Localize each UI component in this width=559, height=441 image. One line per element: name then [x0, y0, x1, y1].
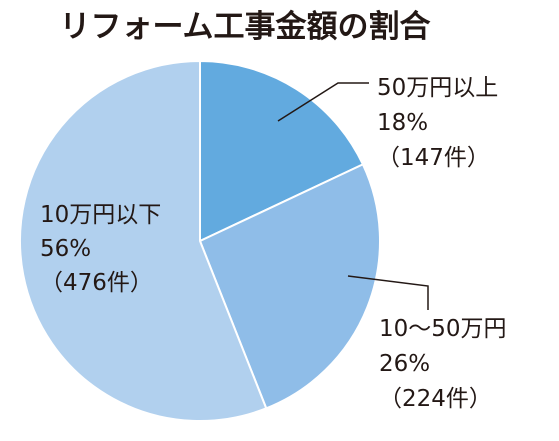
slice-percent-label: 18% [377, 110, 428, 136]
pie-slice-1 [199, 60, 364, 242]
slice-count-label: （224件） [379, 386, 492, 412]
leader-line-1 [277, 82, 369, 122]
slice-percent-label: 26% [379, 351, 430, 377]
pie-slice-2 [199, 163, 381, 410]
leader-lines [277, 82, 429, 310]
slice-labels: 50万円以上 18% （147件） 10〜50万円 26% （224件） 10万円以下 56%… [40, 75, 507, 412]
slice-count-label: （476件） [40, 270, 153, 296]
pie-slices [19, 60, 381, 422]
slice-name-label: 10〜50万円 [379, 316, 507, 342]
slice-percent-label: 56% [40, 236, 91, 262]
slice-name-label: 10万円以下 [40, 202, 161, 228]
leader-line-2 [347, 275, 429, 310]
chart-title: リフォーム工事金額の割合 [59, 9, 430, 45]
slice-name-label: 50万円以上 [377, 75, 498, 101]
pie-slice-3 [19, 60, 268, 422]
slice-count-label: （147件） [377, 145, 490, 171]
